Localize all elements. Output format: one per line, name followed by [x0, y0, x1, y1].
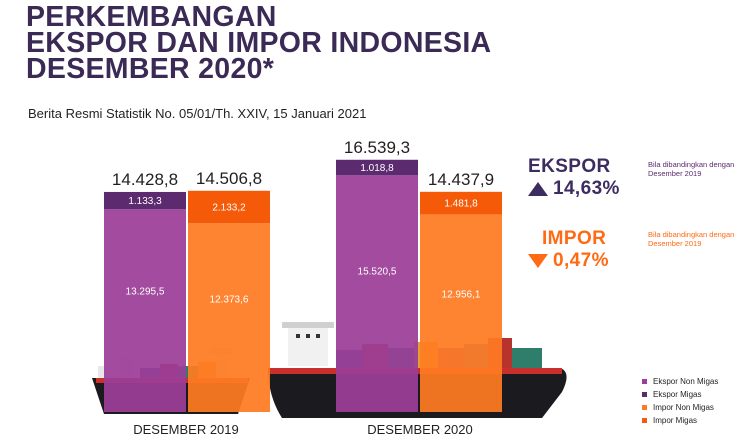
total-label-ekspor: 14.428,8 — [112, 170, 178, 189]
legend-item: Impor Non Migas — [642, 402, 746, 413]
bar-impor-migas — [420, 191, 502, 215]
bar-impor-migas — [188, 190, 270, 224]
total-label-impor: 14.437,9 — [428, 170, 494, 189]
legend-label: Impor Migas — [653, 416, 698, 425]
bar-ekspor-migas — [336, 159, 418, 176]
legend-swatch — [642, 405, 647, 410]
arrow-down-icon — [528, 254, 548, 268]
labels-layer: 13.295,5 1.133,3 14.428,8 12.373,6 2.133,2 14… — [112, 138, 494, 437]
category-label: DESEMBER 2019 — [133, 422, 239, 437]
bar-ekspor-migas — [104, 191, 186, 210]
title-line-2: EKSPOR DAN IMPOR INDONESIA — [26, 27, 492, 59]
legend-swatch — [642, 379, 647, 384]
legend: Ekspor Non Migas Ekspor Migas Impor Non … — [642, 376, 746, 428]
data-label-impor-migas: 2.133,2 — [212, 203, 246, 214]
data-label-ekspor-non-migas: 13.295,5 — [126, 286, 165, 297]
legend-label: Ekspor Non Migas — [653, 377, 719, 386]
legend-label: Ekspor Migas — [653, 390, 702, 399]
total-label-impor: 14.506,8 — [196, 169, 262, 188]
legend-swatch — [642, 392, 647, 397]
subtitle: Berita Resmi Statistik No. 05/01/Th. XXI… — [28, 106, 367, 121]
impor-note: Bila dibandingkan dengan Desember 2019 — [648, 230, 735, 248]
legend-swatch — [642, 418, 647, 423]
legend-item: Impor Migas — [642, 415, 746, 426]
impor-change: 0,47% — [528, 250, 609, 272]
data-label-impor-migas: 1.481,8 — [444, 199, 478, 210]
total-label-ekspor: 16.539,3 — [344, 138, 410, 157]
bar-impor-non-migas — [420, 214, 502, 412]
data-label-impor-non-migas: 12.956,1 — [442, 289, 481, 300]
impor-summary: IMPOR 0,47% — [528, 228, 609, 272]
data-label-impor-non-migas: 12.373,6 — [210, 295, 249, 306]
impor-change-value: 0,47% — [553, 250, 609, 271]
ekspor-change-value: 14,63% — [553, 178, 620, 199]
impor-summary-title: IMPOR — [542, 228, 607, 249]
title-line-3: DESEMBER 2020* — [26, 53, 275, 85]
category-label: DESEMBER 2020 — [367, 422, 473, 437]
bar-ekspor-non-migas — [104, 209, 186, 412]
title-line-1: PERKEMBANGAN — [26, 1, 277, 33]
ekspor-note: Bila dibandingkan dengan Desember 2019 — [648, 160, 735, 178]
legend-item: Ekspor Non Migas — [642, 376, 746, 387]
bar-ekspor-non-migas — [336, 175, 418, 412]
legend-item: Ekspor Migas — [642, 389, 746, 400]
arrow-up-icon — [528, 182, 548, 196]
ekspor-summary-title: EKSPOR — [528, 156, 611, 177]
legend-label: Impor Non Migas — [653, 403, 714, 412]
ekspor-change: 14,63% — [528, 178, 620, 200]
ekspor-summary: EKSPOR 14,63% — [528, 156, 620, 200]
bars-layer — [104, 159, 502, 412]
data-label-ekspor-non-migas: 15.520,5 — [358, 267, 397, 278]
bar-impor-non-migas — [188, 223, 270, 412]
data-label-ekspor-migas: 1.018,8 — [360, 163, 394, 174]
page-title: PERKEMBANGAN EKSPOR DAN IMPOR INDONESIA … — [26, 1, 586, 85]
data-label-ekspor-migas: 1.133,3 — [128, 196, 162, 207]
